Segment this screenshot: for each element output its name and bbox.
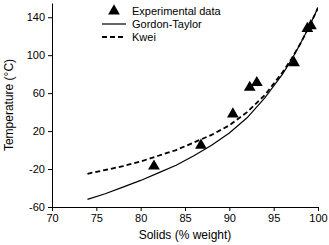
chart: 70 75 80 85 90 95 100 -60 -20 20 60 100 140 Experimen…: [0, 0, 329, 245]
y-tick-label: 20: [33, 125, 45, 137]
x-tick-label: 90: [224, 212, 236, 224]
y-tick-mark: [48, 17, 52, 18]
x-tick: 95: [268, 207, 280, 224]
x-tick: 70: [46, 207, 58, 224]
x-tick-label: 95: [268, 212, 280, 224]
y-axis-line: [52, 4, 53, 208]
line: [87, 8, 318, 174]
y-tick-mark: [48, 93, 52, 94]
point: [251, 76, 263, 86]
y-tick: -60: [29, 201, 52, 213]
legend-item: Kwei: [102, 31, 156, 43]
y-axis: -60 -20 20 60 100 140: [27, 4, 53, 214]
x-tick: 80: [135, 207, 147, 224]
x-tick-mark: [185, 207, 186, 211]
y-tick: 20: [33, 125, 52, 137]
line: [87, 8, 318, 200]
legend-swatch: [102, 23, 126, 24]
x-tick-mark: [52, 207, 53, 211]
legend-item: Gordon-Taylor: [102, 18, 202, 30]
x-axis-title: Solids (% weight): [139, 228, 232, 242]
legend-label: Gordon-Taylor: [132, 18, 202, 30]
x-tick-mark: [96, 207, 97, 211]
legend-swatch: [102, 36, 126, 38]
x-tick-label: 70: [46, 212, 58, 224]
y-tick-label: 60: [33, 87, 45, 99]
y-tick: -20: [29, 163, 52, 175]
legend-swatch: [108, 4, 120, 14]
y-tick-label: 140: [27, 11, 45, 23]
x-axis: 70 75 80 85 90 95 100: [46, 207, 327, 224]
y-tick-label: -60: [29, 201, 45, 213]
plot: 70 75 80 85 90 95 100 -60 -20 20 60 100 140 Experimen…: [27, 4, 328, 224]
legend: Experimental dataGordon-TaylorKwei: [102, 4, 222, 43]
x-tick-label: 100: [309, 212, 327, 224]
y-tick-label: 100: [27, 49, 45, 61]
marks: [87, 8, 318, 200]
point: [148, 159, 160, 169]
legend-label: Kwei: [132, 31, 156, 43]
x-tick: 90: [224, 207, 236, 224]
x-tick: 100: [309, 207, 327, 224]
legend-item: Experimental data: [108, 4, 221, 17]
x-tick-label: 85: [179, 212, 191, 224]
y-tick: 60: [33, 87, 52, 99]
x-tick-mark: [274, 207, 275, 211]
y-axis-title: Temperature (°C): [2, 59, 16, 151]
y-tick-mark: [48, 55, 52, 56]
point: [227, 107, 239, 117]
x-tick-label: 75: [91, 212, 103, 224]
x-tick-mark: [318, 207, 319, 211]
point: [195, 139, 207, 149]
legend-label: Experimental data: [132, 5, 222, 17]
y-tick-mark: [48, 169, 52, 170]
y-tick-mark: [48, 207, 52, 208]
y-tick-mark: [48, 131, 52, 132]
y-tick: 140: [27, 11, 52, 23]
x-tick: 85: [179, 207, 191, 224]
x-tick-mark: [229, 207, 230, 211]
point: [288, 56, 300, 66]
x-tick: 75: [91, 207, 103, 224]
x-tick-label: 80: [135, 212, 147, 224]
y-tick-label: -20: [29, 163, 45, 175]
y-tick: 100: [27, 49, 52, 61]
x-tick-mark: [141, 207, 142, 211]
